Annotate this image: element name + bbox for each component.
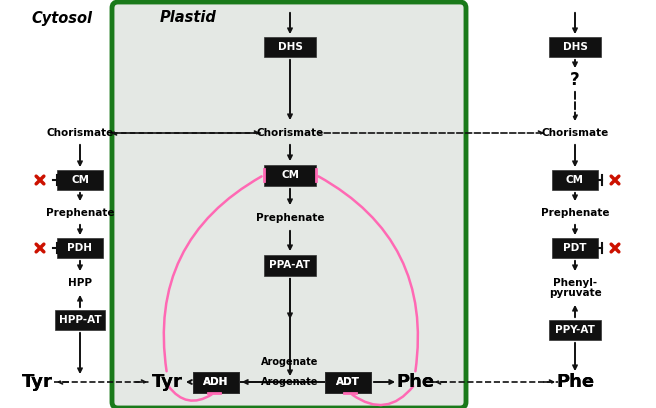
Text: Plastid: Plastid [159,11,216,25]
FancyBboxPatch shape [264,164,316,186]
Text: Tyr: Tyr [152,373,182,391]
Text: DHS: DHS [277,42,302,52]
Text: Arogenate: Arogenate [261,377,319,387]
FancyBboxPatch shape [193,372,239,392]
FancyBboxPatch shape [325,372,371,392]
Text: ADH: ADH [203,377,229,387]
Text: Prephenate: Prephenate [46,208,114,218]
Text: Phe: Phe [396,373,434,391]
FancyBboxPatch shape [264,255,316,275]
Text: HPP: HPP [68,278,92,288]
Text: CM: CM [566,175,584,185]
Text: CM: CM [281,170,299,180]
Text: PPA-AT: PPA-AT [270,260,310,270]
Text: DHS: DHS [563,42,587,52]
Text: Phe: Phe [556,373,594,391]
FancyArrowPatch shape [352,386,413,405]
FancyBboxPatch shape [112,2,466,408]
Text: Chorismate: Chorismate [256,128,323,138]
Text: Prephenate: Prephenate [541,208,609,218]
FancyBboxPatch shape [549,320,601,340]
Text: Chorismate: Chorismate [541,128,609,138]
Text: Chorismate: Chorismate [47,128,113,138]
Text: ADT: ADT [336,377,360,387]
Text: PDT: PDT [564,243,586,253]
Text: Tyr: Tyr [22,373,52,391]
FancyArrowPatch shape [164,176,262,371]
Text: ADT: ADT [336,377,360,387]
FancyArrowPatch shape [318,176,418,371]
FancyBboxPatch shape [57,170,103,190]
Text: PPY-AT: PPY-AT [555,325,595,335]
FancyBboxPatch shape [552,238,598,258]
FancyBboxPatch shape [552,170,598,190]
FancyBboxPatch shape [325,372,371,392]
Text: HPP-AT: HPP-AT [58,315,101,325]
Text: ADH: ADH [203,377,229,387]
Text: ?: ? [570,71,580,89]
FancyBboxPatch shape [264,37,316,57]
Text: Prephenate: Prephenate [256,213,324,223]
FancyArrowPatch shape [169,386,212,401]
Text: Tyr: Tyr [22,373,52,391]
Text: Tyr: Tyr [152,373,182,391]
Text: CM: CM [71,175,89,185]
Text: Phe: Phe [556,373,594,391]
Text: Arogenate: Arogenate [261,357,319,367]
Text: PDH: PDH [68,243,92,253]
FancyBboxPatch shape [193,372,239,392]
Text: Phenyl-
pyruvate: Phenyl- pyruvate [548,277,602,298]
Text: Cytosol: Cytosol [31,11,92,25]
FancyBboxPatch shape [549,37,601,57]
FancyBboxPatch shape [55,310,105,330]
Text: Phe: Phe [396,373,434,391]
FancyBboxPatch shape [57,238,103,258]
